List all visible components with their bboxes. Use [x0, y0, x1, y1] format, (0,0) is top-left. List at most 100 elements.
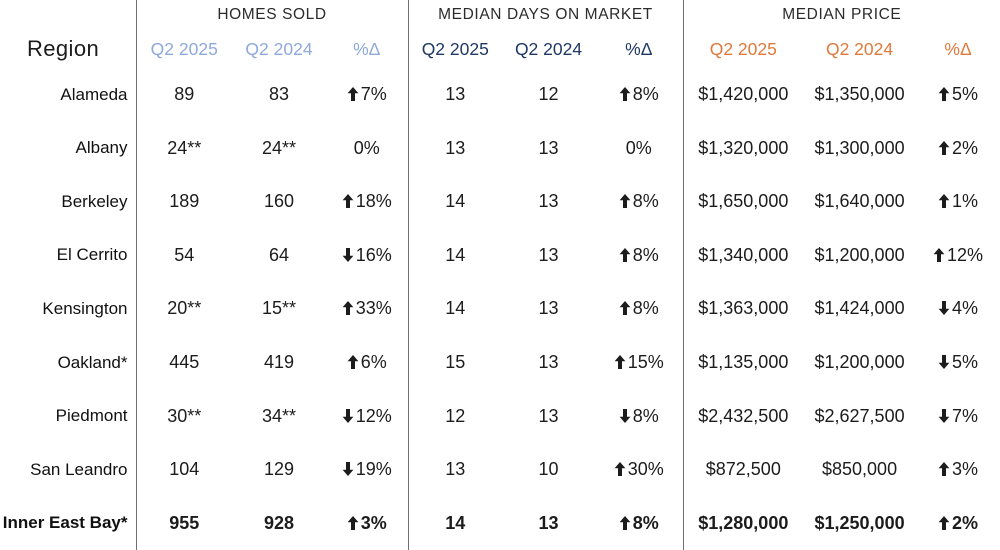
up-arrow-icon: [342, 301, 354, 316]
homes_sold-q2_2025-value: 89: [135, 68, 232, 122]
homes_sold-q2_2024-value: 15**: [261, 298, 297, 319]
days_on_market-delta-value: 8%: [595, 282, 683, 336]
homes_sold-q2_2025-value: 24**: [135, 121, 232, 176]
days_on_market-delta-value: 8%: [595, 68, 683, 122]
days_on_market-delta-value: 8%: [595, 496, 683, 550]
up-arrow-icon: [342, 194, 354, 209]
days_on_market-q2_2025-value: 13: [407, 121, 503, 176]
median_price-q2_2024-value: $1,200,000: [814, 244, 905, 265]
delta-percent-text: 2%: [952, 137, 979, 158]
down-arrow-icon: [342, 462, 354, 477]
down-arrow-icon: [938, 301, 950, 316]
days-on-market-q2-2025-header: Q2 2025: [407, 30, 503, 68]
table-row: Oakland* 445 419 6% 15 13 15% $1,135,000 $1,200,…: [0, 335, 1000, 390]
region-label: Berkeley: [61, 191, 128, 211]
homes_sold-q2_2024-value: 928: [263, 512, 295, 533]
days_on_market-q2_2024-value: 13: [538, 191, 559, 212]
region-label: Inner East Bay*: [2, 513, 128, 533]
homes_sold-delta-value: 19%: [326, 443, 408, 497]
homes_sold-q2_2025-value: 54: [135, 228, 232, 283]
days_on_market-q2_2025-value: 14: [407, 496, 503, 550]
delta-percent-text: 7%: [360, 84, 387, 105]
days_on_market-q2_2025-value: 14: [407, 282, 503, 336]
region-label: Oakland*: [57, 352, 128, 372]
days-on-market-delta-header: %Δ: [625, 38, 653, 59]
median_price-q2_2025-value: $2,432,500: [682, 389, 804, 443]
region-label: El Cerrito: [56, 245, 128, 265]
median_price-delta-value: 4%: [916, 282, 1000, 336]
up-arrow-icon: [938, 462, 950, 477]
delta-percent-text: 8%: [632, 405, 659, 426]
homes_sold-q2_2025-value: 20**: [135, 282, 232, 336]
delta-percent-text: 1%: [952, 191, 979, 212]
median_price-q2_2024-value: $1,250,000: [814, 512, 905, 533]
delta-percent-text: 19%: [355, 459, 392, 480]
down-arrow-icon: [619, 408, 631, 423]
days_on_market-q2_2024-value: 10: [538, 459, 559, 480]
delta-percent-text: 8%: [632, 512, 659, 533]
up-arrow-icon: [347, 87, 359, 102]
delta-percent-text: 30%: [627, 459, 664, 480]
region-label: Alameda: [60, 84, 128, 104]
table-row: El Cerrito 54 64 16% 14 13 8% $1,340,000 $1,200,…: [0, 228, 1000, 283]
median_price-delta-value: 7%: [916, 389, 1000, 443]
group-title-homes-sold: HOMES SOLD: [135, 0, 409, 30]
homes_sold-delta-value: 7%: [326, 68, 408, 122]
homes_sold-q2_2024-value: 160: [263, 191, 295, 212]
days_on_market-q2_2024-value: 12: [538, 84, 559, 105]
delta-percent-text: 15%: [627, 352, 664, 372]
homes_sold-delta-value: 33%: [326, 282, 408, 336]
region-column-header: Region: [27, 36, 100, 61]
days_on_market-q2_2024-value: 13: [538, 352, 559, 372]
up-arrow-icon: [619, 247, 631, 262]
median_price-q2_2024-value: $850,000: [822, 459, 898, 480]
median_price-delta-value: 12%: [916, 229, 1000, 283]
days_on_market-delta-value: 8%: [595, 229, 683, 283]
homes_sold-delta-value: 12%: [326, 389, 408, 443]
table-row: Kensington 20** 15** 33% 14 13 8% $1,363,000 $1,…: [0, 282, 1000, 336]
homes_sold-q2_2024-value: 83: [268, 84, 290, 105]
delta-percent-text: 16%: [355, 244, 392, 265]
group-title-median-price: MEDIAN PRICE: [682, 0, 1000, 30]
region-label: Kensington: [42, 298, 128, 318]
days_on_market-q2_2024-value: 13: [538, 244, 559, 265]
homes-sold-q2-2025-header: Q2 2025: [135, 30, 232, 68]
homes_sold-q2_2024-value: 24**: [261, 137, 297, 158]
table-row: Alameda 89 83 7% 13 12 8% $1,420,000 $1,350,000 5…: [0, 68, 1000, 122]
median_price-q2_2025-value: $1,650,000: [682, 175, 804, 229]
up-arrow-icon: [619, 301, 631, 316]
up-arrow-icon: [938, 515, 950, 530]
days_on_market-delta-value: 15%: [595, 336, 683, 390]
delta-percent-text: 5%: [952, 352, 979, 372]
median_price-delta-value: 1%: [916, 175, 1000, 229]
median_price-q2_2025-value: $1,420,000: [682, 68, 804, 122]
homes_sold-q2_2025-value: 189: [135, 175, 232, 229]
days_on_market-q2_2024-value: 13: [538, 298, 559, 319]
down-arrow-icon: [342, 247, 354, 262]
median_price-q2_2024-value: $1,350,000: [814, 84, 905, 105]
median_price-q2_2024-value: $1,640,000: [814, 191, 905, 212]
delta-percent-text: 12%: [355, 405, 392, 426]
homes_sold-q2_2024-value: 419: [263, 352, 295, 372]
median_price-delta-value: 2%: [916, 122, 1000, 176]
up-arrow-icon: [938, 194, 950, 209]
homes_sold-delta-value: 6%: [326, 336, 408, 390]
delta-percent-text: 2%: [952, 512, 979, 533]
delta-percent-text: 8%: [632, 244, 659, 265]
down-arrow-icon: [938, 408, 950, 423]
median_price-q2_2025-value: $1,363,000: [682, 282, 804, 336]
median_price-q2_2025-value: $1,135,000: [682, 335, 804, 390]
region-label: Piedmont: [55, 406, 128, 426]
median_price-delta-value: 5%: [916, 336, 1000, 390]
column-header-row: Region Q2 2025 Q2 2024 %Δ Q2 2025 Q2 202…: [0, 30, 1000, 68]
homes_sold-q2_2025-value: 445: [135, 335, 232, 390]
region-group-spacer: [0, 0, 136, 30]
median-price-q2-2025-header: Q2 2025: [682, 30, 804, 68]
up-arrow-icon: [619, 87, 631, 102]
homes_sold-q2_2025-value: 104: [135, 442, 232, 497]
up-arrow-icon: [614, 355, 626, 369]
delta-percent-text: 4%: [952, 298, 979, 319]
up-arrow-icon: [938, 87, 950, 102]
down-arrow-icon: [938, 355, 950, 369]
